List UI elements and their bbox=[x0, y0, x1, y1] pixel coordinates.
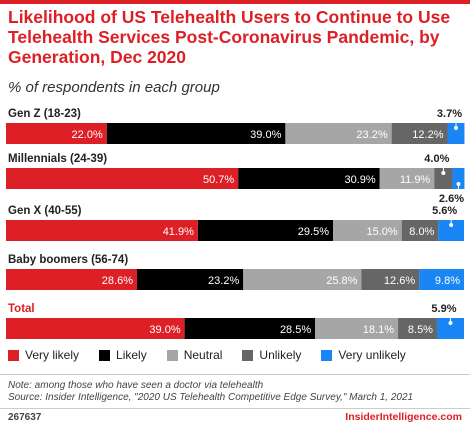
data-label-total-very-unlikely: 5.9% bbox=[431, 303, 456, 315]
category-label-baby-boomers-56-74: Baby boomers (56-74) bbox=[8, 254, 128, 266]
data-label-baby-boomers-56-74-very-likely: 28.6% bbox=[102, 275, 133, 287]
bar-total-unlikely bbox=[398, 318, 437, 339]
bar-gen-x-40-55-very-likely bbox=[6, 220, 198, 241]
bar-millennials-24-39-very-unlikely bbox=[452, 168, 465, 189]
leader-dot-total-very-unlikely bbox=[448, 321, 453, 325]
legend-item-likely: Likely bbox=[99, 348, 147, 362]
bar-millennials-24-39-neutral bbox=[379, 168, 435, 189]
data-label-gen-x-40-55-very-likely: 41.9% bbox=[163, 226, 194, 238]
legend-item-very-unlikely: Very unlikely bbox=[321, 348, 406, 362]
bar-millennials-24-39-very-likely bbox=[6, 168, 239, 189]
legend-swatch-likely bbox=[99, 349, 111, 361]
leader-dot-gen-z-18-23-very-unlikely bbox=[453, 126, 458, 130]
data-label-gen-x-40-55-very-unlikely: 5.6% bbox=[432, 205, 457, 217]
data-label-gen-z-18-23-very-likely: 22.0% bbox=[72, 129, 103, 141]
legend-item-neutral: Neutral bbox=[166, 348, 223, 362]
data-label-millennials-24-39-very-likely: 50.7% bbox=[203, 174, 234, 186]
bar-total-likely bbox=[184, 318, 316, 339]
data-label-gen-x-40-55-likely: 29.5% bbox=[298, 226, 329, 238]
brand-link[interactable]: InsiderIntelligence.com bbox=[345, 411, 462, 423]
chart-subtitle: % of respondents in each group bbox=[8, 79, 220, 96]
source-line: Source: Insider Intelligence, "2020 US T… bbox=[8, 392, 414, 403]
leader-dot-millennials-24-39-unlikely bbox=[441, 171, 446, 175]
leader-dot-millennials-24-39-very-unlikely bbox=[456, 182, 461, 186]
bar-baby-boomers-56-74-unlikely bbox=[361, 269, 420, 290]
data-label-baby-boomers-56-74-very-unlikely: 9.8% bbox=[435, 275, 460, 287]
bar-baby-boomers-56-74-likely bbox=[136, 269, 244, 290]
chart-id: 267637 bbox=[8, 412, 42, 423]
data-label-baby-boomers-56-74-likely: 23.2% bbox=[208, 275, 239, 287]
bar-baby-boomers-56-74-neutral bbox=[243, 269, 362, 290]
bar-gen-x-40-55-very-unlikely bbox=[438, 220, 464, 241]
data-label-gen-z-18-23-neutral: 23.2% bbox=[356, 129, 387, 141]
data-label-millennials-24-39-neutral: 11.9% bbox=[400, 174, 431, 186]
bar-millennials-24-39-likely bbox=[238, 168, 380, 189]
top-accent-bar bbox=[0, 0, 470, 4]
data-label-millennials-24-39-very-unlikely: 2.6% bbox=[439, 193, 464, 205]
data-label-gen-z-18-23-very-unlikely: 3.7% bbox=[437, 108, 462, 120]
bar-gen-z-18-23-neutral bbox=[285, 123, 392, 144]
category-label-total: Total bbox=[8, 303, 35, 315]
data-label-total-very-likely: 39.0% bbox=[149, 324, 180, 336]
legend-label-likely: Likely bbox=[116, 348, 147, 362]
chart-title: Likelihood of US Telehealth Users to Con… bbox=[8, 7, 451, 67]
bar-total-very-likely bbox=[6, 318, 185, 339]
category-label-gen-z-18-23: Gen Z (18-23) bbox=[8, 108, 81, 120]
data-label-gen-z-18-23-unlikely: 12.2% bbox=[412, 129, 443, 141]
legend-item-very-likely: Very likely bbox=[8, 348, 79, 362]
category-label-gen-x-40-55: Gen X (40-55) bbox=[8, 205, 82, 217]
bar-gen-z-18-23-very-likely bbox=[6, 123, 107, 144]
data-label-gen-z-18-23-likely: 39.0% bbox=[250, 129, 281, 141]
chart-legend: Very likely Likely Neutral Unlikely Very… bbox=[8, 346, 468, 364]
legend-swatch-very-unlikely bbox=[321, 349, 333, 361]
legend-label-very-unlikely: Very unlikely bbox=[338, 348, 406, 362]
bar-millennials-24-39-unlikely bbox=[434, 168, 453, 189]
footer-divider-bottom bbox=[0, 408, 470, 409]
bar-total-very-unlikely bbox=[436, 318, 464, 339]
bar-gen-x-40-55-unlikely bbox=[401, 220, 439, 241]
legend-swatch-neutral bbox=[166, 349, 178, 361]
data-label-total-unlikely: 8.5% bbox=[408, 324, 433, 336]
data-label-millennials-24-39-likely: 30.9% bbox=[345, 174, 376, 186]
data-label-gen-x-40-55-unlikely: 8.0% bbox=[409, 226, 434, 238]
legend-item-unlikely: Unlikely bbox=[242, 348, 301, 362]
legend-swatch-unlikely bbox=[242, 349, 254, 361]
bar-baby-boomers-56-74-very-likely bbox=[6, 269, 137, 290]
bar-total-neutral bbox=[315, 318, 399, 339]
data-label-millennials-24-39-unlikely: 4.0% bbox=[424, 153, 449, 165]
legend-label-neutral: Neutral bbox=[183, 348, 223, 362]
bar-gen-z-18-23-very-unlikely bbox=[447, 123, 465, 144]
data-label-total-likely: 28.5% bbox=[280, 324, 311, 336]
legend-label-unlikely: Unlikely bbox=[259, 348, 302, 362]
data-label-baby-boomers-56-74-unlikely: 12.6% bbox=[384, 275, 415, 287]
legend-swatch-very-likely bbox=[8, 349, 19, 361]
legend-label-very-likely: Very likely bbox=[25, 348, 80, 362]
bar-baby-boomers-56-74-very-unlikely bbox=[419, 269, 464, 290]
footer-divider bbox=[0, 374, 470, 375]
bar-gen-x-40-55-likely bbox=[197, 220, 334, 241]
footnote: Note: among those who have seen a doctor… bbox=[8, 380, 264, 391]
data-label-baby-boomers-56-74-neutral: 25.8% bbox=[326, 275, 357, 287]
bar-gen-z-18-23-likely bbox=[106, 123, 286, 144]
data-label-total-neutral: 18.1% bbox=[363, 324, 394, 336]
data-label-gen-x-40-55-neutral: 15.0% bbox=[367, 226, 398, 238]
bar-gen-x-40-55-neutral bbox=[333, 220, 402, 241]
bar-gen-z-18-23-unlikely bbox=[391, 123, 448, 144]
leader-dot-gen-x-40-55-very-unlikely bbox=[449, 223, 454, 227]
category-label-millennials-24-39: Millennials (24-39) bbox=[8, 153, 107, 165]
